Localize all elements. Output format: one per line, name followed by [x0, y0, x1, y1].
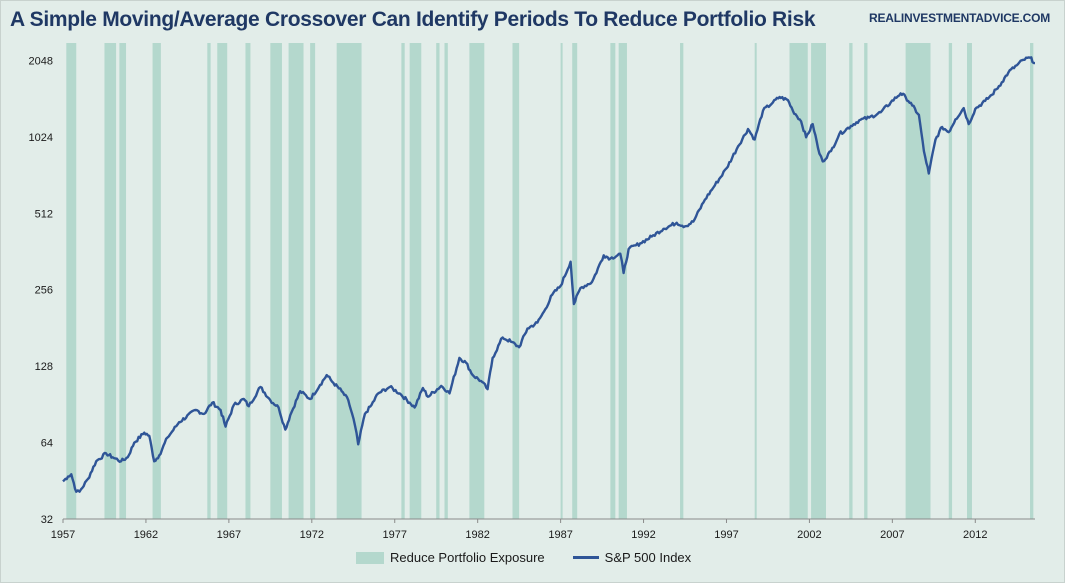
x-tick-label-2012: 2012: [963, 529, 987, 541]
exposure-band-19: [610, 43, 616, 519]
exposure-band-21: [680, 43, 684, 519]
x-tick-label-2002: 2002: [797, 529, 821, 541]
exposure-band-15: [469, 43, 485, 519]
exposure-band-20: [618, 43, 627, 519]
x-tick-label-1997: 1997: [714, 529, 738, 541]
source-credit: REALINVESTMENTADVICE.COM: [869, 11, 1050, 25]
x-tick-label-1987: 1987: [548, 529, 572, 541]
y-tick-label-128: 128: [35, 361, 53, 373]
exposure-band-29: [966, 43, 972, 519]
exposure-band-12: [409, 43, 422, 519]
exposure-band-0: [66, 43, 77, 519]
exposure-band-11: [401, 43, 405, 519]
legend: Reduce Portfolio Exposure S&P 500 Index: [356, 550, 691, 565]
exposure-band-9: [310, 43, 316, 519]
exposure-band-26: [864, 43, 868, 519]
exposure-band-25: [849, 43, 853, 519]
y-tick-label-1024: 1024: [29, 132, 53, 144]
exposure-band-14: [444, 43, 448, 519]
y-tick-label-256: 256: [35, 285, 53, 297]
y-tick-label-32: 32: [41, 514, 53, 526]
exposure-band-22: [754, 43, 757, 519]
y-tick-label-512: 512: [35, 208, 53, 220]
x-tick-label-2007: 2007: [880, 529, 904, 541]
legend-line-label: S&P 500 Index: [604, 550, 692, 565]
exposure-band-27: [905, 43, 931, 519]
exposure-band-2: [119, 43, 127, 519]
y-axis: 32 64 128 256 512 1024 2048: [29, 55, 53, 526]
exposure-band-5: [217, 43, 228, 519]
exposure-band-13: [436, 43, 440, 519]
x-axis: 1957 1962 1967 1972 1977 1982 1987 1992 1997 2002…: [51, 518, 1035, 541]
legend-line-swatch: [572, 556, 599, 559]
y-tick-label-64: 64: [41, 438, 53, 450]
exposure-band-24: [811, 43, 827, 519]
exposure-band-8: [288, 43, 304, 519]
y-tick-label-2048: 2048: [29, 55, 53, 67]
exposure-band-3: [152, 43, 161, 519]
exposure-band-4: [207, 43, 211, 519]
x-tick-label-1962: 1962: [134, 529, 158, 541]
x-tick-label-1982: 1982: [465, 529, 489, 541]
exposure-band-30: [1030, 43, 1034, 519]
x-tick-label-1957: 1957: [51, 529, 75, 541]
exposure-band-28: [948, 43, 953, 519]
exposure-band-16: [512, 43, 520, 519]
exposure-band-18: [572, 43, 578, 519]
legend-item-line: S&P 500 Index: [572, 550, 692, 565]
chart-title: A Simple Moving/Average Crossover Can Id…: [10, 8, 816, 31]
x-tick-label-1992: 1992: [631, 529, 655, 541]
legend-band-swatch: [356, 551, 384, 564]
x-tick-label-1977: 1977: [382, 529, 406, 541]
x-tick-label-1972: 1972: [300, 529, 324, 541]
exposure-band-23: [789, 43, 808, 519]
exposure-band-7: [270, 43, 282, 519]
legend-band-label: Reduce Portfolio Exposure: [390, 550, 545, 565]
exposure-bands: [66, 43, 1034, 519]
x-tick-label-1967: 1967: [217, 529, 241, 541]
exposure-band-6: [245, 43, 251, 519]
legend-item-bands: Reduce Portfolio Exposure: [356, 550, 545, 565]
exposure-band-1: [104, 43, 117, 519]
sp500-line: [62, 56, 1035, 493]
exposure-band-10: [336, 43, 362, 519]
